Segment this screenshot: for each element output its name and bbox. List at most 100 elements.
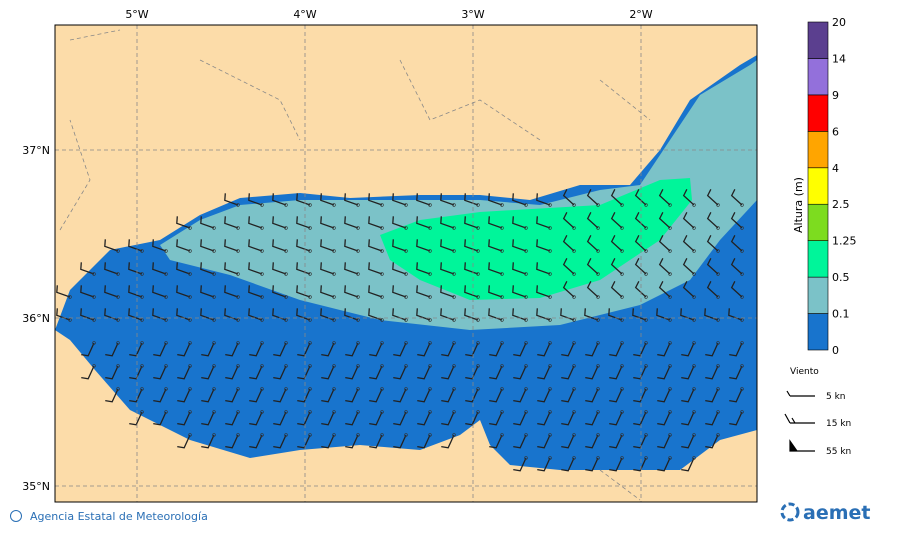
wind-point bbox=[308, 341, 312, 345]
wind-point bbox=[140, 364, 144, 368]
wind-barb bbox=[369, 388, 383, 403]
wind-barb bbox=[658, 212, 671, 229]
wind-barb bbox=[200, 216, 215, 229]
wind-point bbox=[644, 364, 648, 368]
wind-barb bbox=[730, 235, 743, 252]
wind-point bbox=[428, 387, 432, 391]
wind-barb bbox=[609, 411, 623, 426]
wind-point bbox=[356, 341, 360, 345]
wind-point bbox=[548, 456, 552, 460]
wind-barb bbox=[80, 285, 95, 298]
wind-barb bbox=[706, 189, 719, 206]
wind-barb bbox=[344, 262, 359, 275]
wind-barb bbox=[681, 388, 695, 403]
wind-point bbox=[212, 318, 216, 322]
wind-barb bbox=[273, 388, 287, 403]
wind-barb bbox=[393, 342, 407, 357]
colorbar-segment bbox=[807, 203, 829, 241]
wind-barb bbox=[272, 239, 287, 252]
wind-barb bbox=[297, 434, 311, 449]
wind-barb bbox=[656, 308, 671, 321]
wind-point bbox=[596, 364, 600, 368]
wind-barb bbox=[392, 193, 407, 206]
wind-point bbox=[308, 433, 312, 437]
wind-barb bbox=[297, 342, 311, 357]
wind-point bbox=[524, 387, 528, 391]
wind-point bbox=[212, 433, 216, 437]
wind-barb bbox=[609, 434, 623, 449]
wind-barb bbox=[705, 411, 719, 426]
wind-barb bbox=[321, 411, 335, 426]
wind-barb bbox=[536, 193, 551, 206]
wind-barb bbox=[272, 216, 287, 229]
wind-point bbox=[740, 295, 744, 299]
wind-barb bbox=[153, 411, 167, 426]
wind-barb bbox=[152, 308, 167, 321]
wind-point bbox=[668, 433, 672, 437]
wind-barb bbox=[440, 193, 455, 206]
wind-point bbox=[308, 249, 312, 253]
colorbar: 0 0.1 0.5 1.25 2.5 4 6 9 14 20 bbox=[807, 16, 857, 357]
wind-barb bbox=[320, 216, 335, 229]
wind-barb bbox=[344, 285, 359, 298]
wind-point bbox=[740, 249, 744, 253]
wind-point bbox=[332, 318, 336, 322]
wind-point bbox=[188, 295, 192, 299]
wind-point bbox=[116, 249, 120, 253]
wind-barb bbox=[105, 365, 119, 380]
wind-point bbox=[476, 272, 480, 276]
colorbar-segment bbox=[807, 313, 829, 351]
wind-barb bbox=[272, 193, 287, 206]
wind-barb bbox=[658, 258, 671, 275]
wind-barb bbox=[105, 342, 119, 357]
wind-barb bbox=[537, 342, 551, 357]
wind-point bbox=[92, 272, 96, 276]
wind-barb bbox=[104, 239, 119, 252]
wind-point bbox=[548, 318, 552, 322]
wind-point bbox=[284, 364, 288, 368]
wind-barb bbox=[416, 216, 431, 229]
wind-point bbox=[500, 203, 504, 207]
wind-legend-label: 55 kn bbox=[826, 447, 851, 457]
wind-point bbox=[212, 295, 216, 299]
copyright-icon bbox=[10, 510, 22, 522]
wind-point bbox=[404, 249, 408, 253]
wind-barb bbox=[681, 365, 695, 380]
wind-point bbox=[92, 318, 96, 322]
wind-barb bbox=[224, 285, 239, 298]
wind-barb bbox=[537, 365, 551, 380]
wind-point bbox=[692, 456, 696, 460]
wind-barb bbox=[705, 365, 719, 380]
wind-point bbox=[740, 410, 744, 414]
wind-barb bbox=[536, 285, 551, 298]
wind-point bbox=[404, 341, 408, 345]
wind-barb bbox=[704, 308, 719, 321]
wind-point bbox=[740, 341, 744, 345]
wind-point bbox=[548, 387, 552, 391]
wind-barb bbox=[561, 411, 575, 426]
wind-point bbox=[452, 203, 456, 207]
wind-point bbox=[140, 249, 144, 253]
wind-point bbox=[500, 387, 504, 391]
wind-barb bbox=[201, 434, 215, 449]
wind-barb bbox=[562, 189, 575, 206]
wind-barb bbox=[489, 411, 503, 426]
wind-point bbox=[236, 272, 240, 276]
wind-point bbox=[164, 364, 168, 368]
wind-barb bbox=[586, 189, 599, 206]
wind-point bbox=[548, 410, 552, 414]
wind-point bbox=[404, 203, 408, 207]
wind-barb bbox=[513, 411, 527, 426]
wind-point bbox=[524, 341, 528, 345]
wind-barb bbox=[657, 342, 671, 357]
colorbar-label: 6 bbox=[832, 125, 839, 138]
wind-point bbox=[404, 387, 408, 391]
wind-barb bbox=[657, 434, 671, 449]
wind-point bbox=[596, 433, 600, 437]
wind-point bbox=[716, 203, 720, 207]
wind-point bbox=[140, 341, 144, 345]
wind-point bbox=[668, 295, 672, 299]
wind-barb bbox=[681, 411, 695, 426]
colorbar-segment bbox=[807, 131, 829, 169]
